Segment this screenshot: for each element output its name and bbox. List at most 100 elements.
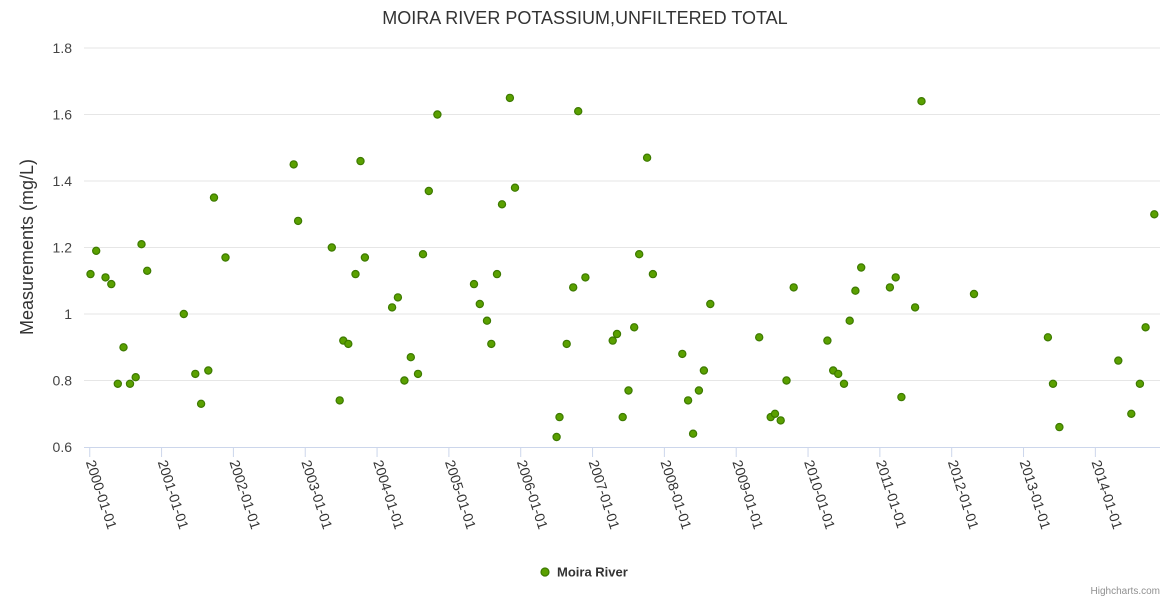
data-point[interactable] xyxy=(487,339,496,349)
data-point[interactable] xyxy=(469,279,479,289)
data-point[interactable] xyxy=(552,432,561,442)
data-point[interactable] xyxy=(356,156,365,166)
legend[interactable]: Moira River xyxy=(540,565,628,580)
data-point[interactable] xyxy=(86,269,95,279)
data-point[interactable] xyxy=(969,289,979,299)
data-point[interactable] xyxy=(755,333,764,342)
data-point[interactable] xyxy=(418,249,428,259)
data-point[interactable] xyxy=(482,316,492,325)
data-point[interactable] xyxy=(1150,210,1159,219)
data-point[interactable] xyxy=(1135,379,1145,388)
data-point[interactable] xyxy=(608,336,617,345)
data-point[interactable] xyxy=(648,269,658,279)
data-point[interactable] xyxy=(555,412,564,422)
data-point[interactable] xyxy=(683,396,693,405)
legend-label[interactable]: Moira River xyxy=(557,565,628,580)
x-tick-label: 2004-01-01 xyxy=(370,458,407,531)
data-point[interactable] xyxy=(569,283,578,292)
data-point[interactable] xyxy=(101,273,110,282)
data-point[interactable] xyxy=(360,253,370,262)
data-point[interactable] xyxy=(393,293,403,302)
data-point[interactable] xyxy=(1043,333,1053,342)
data-point[interactable] xyxy=(1141,323,1150,332)
data-point[interactable] xyxy=(107,279,116,289)
data-point[interactable] xyxy=(433,110,442,119)
data-point[interactable] xyxy=(119,343,128,352)
data-point[interactable] xyxy=(510,183,520,192)
data-point[interactable] xyxy=(406,353,415,362)
y-tick-label: 1 xyxy=(64,306,72,322)
chart-title: MOIRA RIVER POTASSIUM,UNFILTERED TOTAL xyxy=(382,8,787,28)
data-point[interactable] xyxy=(413,369,423,379)
data-point[interactable] xyxy=(581,273,590,282)
data-point[interactable] xyxy=(618,412,627,422)
y-axis-ticks: 0.6 0.8 1 1.2 1.4 1.6 1.8 xyxy=(53,40,73,455)
x-tick-label: 2006-01-01 xyxy=(514,458,551,531)
data-point[interactable] xyxy=(125,379,135,388)
data-point[interactable] xyxy=(1114,356,1123,365)
data-point[interactable] xyxy=(113,379,123,388)
data-point[interactable] xyxy=(221,253,230,262)
data-point[interactable] xyxy=(196,399,206,408)
data-point[interactable] xyxy=(1048,379,1058,388)
data-point[interactable] xyxy=(678,349,687,359)
legend-marker[interactable] xyxy=(540,567,550,577)
data-point[interactable] xyxy=(917,96,926,106)
data-point[interactable] xyxy=(642,153,652,162)
credits-link[interactable]: Highcharts.com xyxy=(1091,586,1160,597)
data-point[interactable] xyxy=(289,160,298,169)
data-point[interactable] xyxy=(624,386,633,395)
data-point[interactable] xyxy=(897,392,906,402)
data-point[interactable] xyxy=(776,416,785,425)
data-point[interactable] xyxy=(179,309,188,319)
data-point[interactable] xyxy=(400,376,409,385)
data-point[interactable] xyxy=(492,269,502,279)
x-tick-label: 2002-01-01 xyxy=(227,458,264,531)
data-point[interactable] xyxy=(505,93,515,103)
data-point[interactable] xyxy=(562,339,571,349)
data-point[interactable] xyxy=(630,323,639,332)
x-tick-label: 2008-01-01 xyxy=(658,458,695,531)
data-point[interactable] xyxy=(706,299,715,309)
data-point[interactable] xyxy=(857,263,866,272)
y-axis-label: Measurements (mg/L) xyxy=(17,159,37,335)
data-point[interactable] xyxy=(823,336,832,345)
data-point[interactable] xyxy=(770,409,780,418)
data-point[interactable] xyxy=(335,396,344,405)
data-point[interactable] xyxy=(209,193,219,202)
data-point[interactable] xyxy=(688,429,698,438)
data-point[interactable] xyxy=(327,243,336,252)
data-point[interactable] xyxy=(891,273,900,282)
data-point[interactable] xyxy=(699,366,709,375)
data-point[interactable] xyxy=(574,106,583,116)
data-point[interactable] xyxy=(204,366,213,375)
data-point[interactable] xyxy=(839,379,849,388)
data-point[interactable] xyxy=(91,246,101,255)
data-point[interactable] xyxy=(137,239,146,249)
data-point[interactable] xyxy=(885,283,895,292)
data-point[interactable] xyxy=(497,200,507,209)
data-point[interactable] xyxy=(845,316,854,325)
data-point[interactable] xyxy=(1055,422,1064,432)
data-point[interactable] xyxy=(612,329,622,339)
data-point[interactable] xyxy=(789,283,798,292)
x-tick-label: 2010-01-01 xyxy=(801,458,838,531)
data-point[interactable] xyxy=(191,369,200,379)
data-point[interactable] xyxy=(424,186,433,196)
data-point[interactable] xyxy=(635,249,644,259)
data-point[interactable] xyxy=(475,299,484,309)
data-point[interactable] xyxy=(910,303,920,312)
x-tick-label: 2000-01-01 xyxy=(83,458,120,531)
data-point[interactable] xyxy=(293,216,303,226)
data-point[interactable] xyxy=(834,369,843,379)
data-point[interactable] xyxy=(131,373,140,382)
data-point[interactable] xyxy=(387,303,397,312)
data-point[interactable] xyxy=(782,376,791,385)
data-point[interactable] xyxy=(694,386,704,395)
data-point[interactable] xyxy=(1127,409,1136,418)
data-point[interactable] xyxy=(351,269,360,279)
data-point[interactable] xyxy=(344,339,353,349)
data-point[interactable] xyxy=(851,286,860,295)
data-point[interactable] xyxy=(142,266,152,275)
x-tick-label: 2012-01-01 xyxy=(945,458,982,531)
